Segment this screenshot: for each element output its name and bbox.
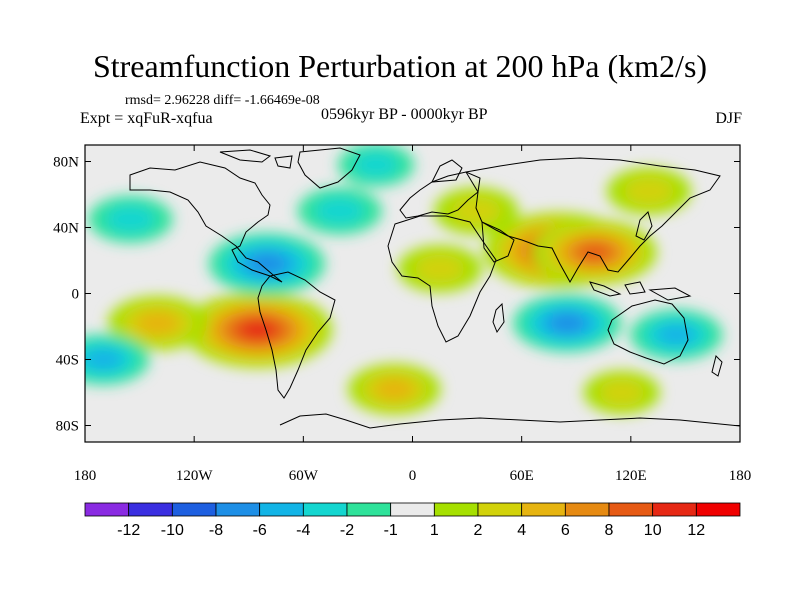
colorbar-label: -10	[161, 522, 184, 539]
colorbar-swatch	[302, 502, 348, 517]
season-label: DJF	[715, 110, 742, 127]
lon-tick-label: 180	[74, 468, 97, 484]
anomaly-north-pacific-low-level	[105, 205, 156, 234]
coast-arctic-islands	[219, 149, 293, 169]
colorbar-swatch	[84, 502, 130, 517]
colorbar: -12 -10 -8 -6 -4 -2 -1 1 2 4 6 8 10 12	[84, 502, 741, 539]
colorbar-label: -6	[253, 522, 267, 539]
lat-tick-label: 40S	[56, 353, 79, 369]
period-label: 0596kyr BP - 0000kyr BP	[321, 106, 488, 123]
colorbar-swatch	[433, 502, 479, 517]
anomaly-south-pacific-low-level	[85, 348, 123, 371]
lon-tick-label: 180	[729, 468, 752, 484]
anomaly-south-america-high-level	[240, 321, 275, 339]
chart-title: Streamfunction Perturbation at 200 hPa (…	[92, 48, 708, 84]
colorbar-label: 6	[561, 522, 570, 539]
coast-north-america	[129, 161, 283, 283]
anomaly-africa-high-level	[414, 254, 465, 283]
lon-tick-label: 60E	[510, 468, 534, 484]
coastlines	[129, 147, 740, 429]
anomaly-southern-ocean-high-level	[374, 378, 415, 401]
colorbar-label: -4	[296, 522, 310, 539]
coast-australia	[607, 299, 689, 365]
coast-new-zealand	[711, 355, 723, 377]
colorbar-swatch	[128, 502, 173, 517]
lon-tick-label: 0	[409, 468, 417, 484]
lat-tick-label: 40N	[53, 221, 79, 237]
coast-indonesia	[589, 281, 692, 301]
anomaly-caribbean-low-level	[247, 253, 287, 274]
colorbar-swatch	[521, 502, 566, 517]
coast-scandinavia	[431, 159, 463, 183]
colorbar-label: 2	[474, 522, 483, 539]
colorbar-label: -8	[209, 522, 223, 539]
colorbar-label: 12	[687, 522, 705, 539]
anomaly-south-pacific-high-west-level	[136, 311, 180, 335]
lat-tick-label: 80N	[53, 155, 79, 171]
anomaly-europe-high-level	[450, 197, 502, 225]
colorbar-swatch	[652, 502, 697, 517]
anomaly-field	[85, 145, 723, 415]
colorbar-swatch	[171, 502, 217, 517]
colorbar-swatch	[695, 502, 741, 517]
coast-africa	[387, 215, 497, 343]
colorbar-label: -2	[340, 522, 354, 539]
colorbar-swatch	[259, 502, 304, 517]
lat-tick-label: 80S	[56, 419, 79, 435]
anomaly-arctic-low-level	[353, 151, 399, 178]
lon-axis: 180 120W 60W 0 60E 120E 180	[74, 145, 752, 484]
anomaly-southern-ocean-high-east-level	[598, 379, 645, 406]
coast-arabia	[481, 221, 515, 263]
lat-axis: 80N 40N 0 40S 80S	[53, 155, 740, 435]
anomaly-siberia-high-level	[623, 177, 675, 206]
anomaly-indian-ocean-low-level	[549, 313, 586, 333]
colorbar-swatch	[346, 502, 392, 517]
colorbar-swatch	[215, 502, 261, 517]
anomaly-north-atlantic-low-level	[314, 197, 365, 225]
experiment-label: Expt = xqFuR-xqfua	[80, 110, 213, 127]
colorbar-swatch	[564, 502, 610, 517]
anomaly-australia-low-level	[656, 323, 697, 346]
coast-greenland	[297, 147, 361, 189]
lon-tick-label: 120E	[615, 468, 647, 484]
colorbar-label: -1	[384, 522, 398, 539]
coast-madagascar	[492, 302, 505, 334]
lat-tick-label: 0	[72, 287, 80, 303]
lon-tick-label: 120W	[176, 468, 214, 484]
colorbar-label: 10	[644, 522, 662, 539]
colorbar-label: -12	[117, 522, 140, 539]
coast-antarctica	[279, 413, 740, 429]
stats-line: rmsd= 2.96228 diff= -1.66469e-08	[125, 93, 320, 108]
coast-japan	[635, 211, 653, 241]
colorbar-label: 4	[517, 522, 526, 539]
coast-south-america	[257, 271, 336, 399]
colorbar-label: 1	[430, 522, 439, 539]
lon-tick-label: 60W	[289, 468, 319, 484]
colorbar-label: 8	[605, 522, 614, 539]
colorbar-swatch	[608, 502, 654, 517]
colorbar-swatch	[477, 502, 523, 517]
colorbar-swatch	[390, 502, 435, 517]
anomaly-china-high-level	[577, 243, 612, 262]
